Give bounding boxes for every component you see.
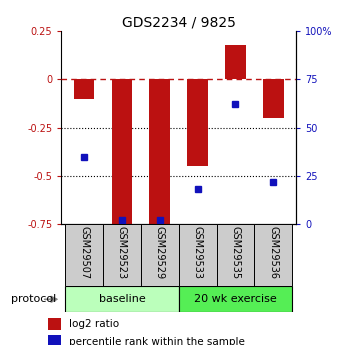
Bar — [187, 79, 208, 166]
Bar — [225, 45, 246, 79]
Bar — [48, 335, 61, 345]
Bar — [65, 224, 103, 286]
Bar — [74, 79, 95, 99]
Bar — [149, 79, 170, 224]
Text: GSM29536: GSM29536 — [268, 226, 278, 279]
Bar — [112, 79, 132, 224]
Bar — [179, 286, 292, 312]
Text: GSM29507: GSM29507 — [79, 226, 89, 279]
Bar — [65, 286, 179, 312]
Text: 20 wk exercise: 20 wk exercise — [194, 294, 277, 304]
Bar — [103, 224, 141, 286]
Bar — [141, 224, 179, 286]
Text: baseline: baseline — [99, 294, 145, 304]
Text: GSM29535: GSM29535 — [230, 226, 240, 279]
Bar — [48, 318, 61, 330]
Bar — [263, 79, 284, 118]
Bar — [217, 224, 255, 286]
Text: protocol: protocol — [11, 294, 56, 304]
Bar — [179, 224, 217, 286]
Text: GSM29523: GSM29523 — [117, 226, 127, 279]
Text: percentile rank within the sample: percentile rank within the sample — [69, 337, 244, 345]
Text: GSM29533: GSM29533 — [193, 226, 203, 279]
Bar — [255, 224, 292, 286]
Text: log2 ratio: log2 ratio — [69, 319, 119, 329]
Text: GSM29529: GSM29529 — [155, 226, 165, 279]
Title: GDS2234 / 9825: GDS2234 / 9825 — [122, 16, 236, 30]
